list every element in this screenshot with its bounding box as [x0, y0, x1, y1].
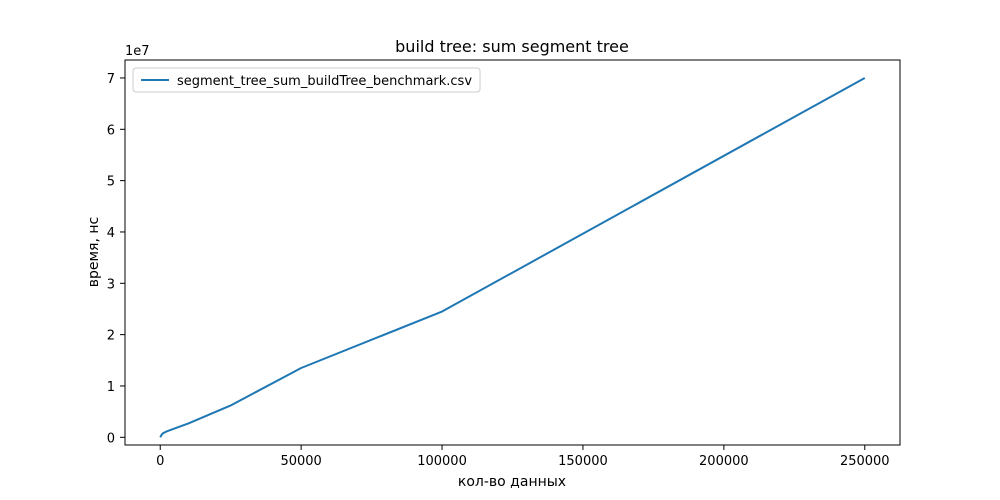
y-axis: 0 1 2 3 4 5 6 7	[107, 72, 125, 446]
legend-frame	[132, 67, 481, 93]
x-tick-label: 100000	[417, 454, 467, 469]
y-tick-label: 4	[107, 226, 115, 241]
y-tick-label: 0	[107, 431, 115, 446]
chart-title: build tree: sum segment tree	[395, 37, 629, 56]
x-tick-label: 250000	[840, 454, 890, 469]
x-axis: 0 50000 100000 150000 200000 250000	[156, 445, 890, 469]
y-tick-label: 1	[107, 380, 115, 395]
x-tick-label: 50000	[280, 454, 321, 469]
series-layer	[159, 77, 866, 438]
x-tick-label: 150000	[558, 454, 608, 469]
y-tick-label: 6	[107, 123, 115, 138]
y-tick-label: 7	[107, 72, 115, 87]
legend: segment_tree_sum_buildTree_benchmark.csv	[132, 67, 481, 93]
y-tick-label: 3	[107, 277, 115, 292]
x-tick-label: 0	[156, 454, 164, 469]
y-tick-label: 2	[107, 329, 115, 344]
series-line	[159, 77, 866, 438]
y-axis-label: время, нс	[86, 217, 102, 288]
y-scale-label: 1e7	[125, 44, 150, 59]
y-tick-label: 5	[107, 175, 115, 190]
plot-frame	[124, 59, 901, 446]
x-axis-label: кол-во данных	[458, 474, 566, 490]
legend-label: segment_tree_sum_buildTree_benchmark.csv	[177, 74, 472, 89]
x-tick-label: 200000	[699, 454, 749, 469]
